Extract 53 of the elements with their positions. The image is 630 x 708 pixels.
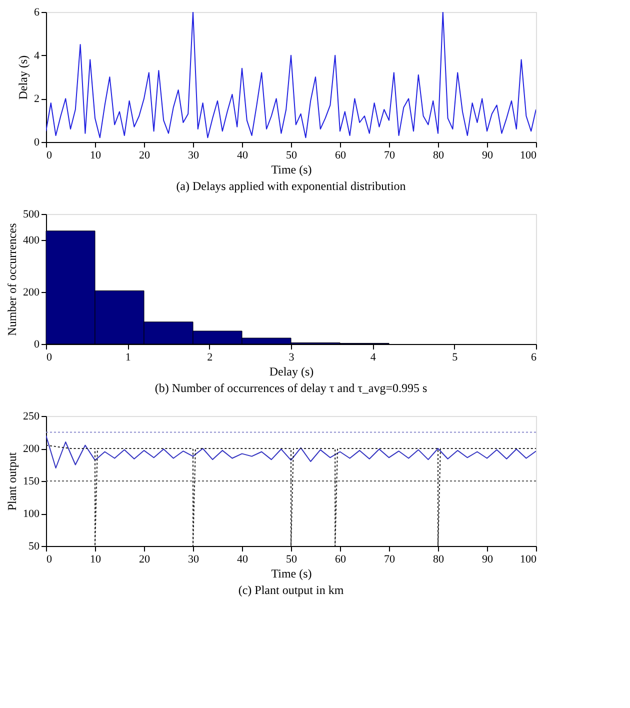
y-tick-label: 0 [34,136,40,148]
x-tick-label: 70 [384,150,396,162]
line-series [46,12,536,138]
x-tick-label: 20 [139,150,150,162]
y-tick-label: 2 [34,93,40,106]
text: (a) Delays applied with exponential distribution [176,179,406,193]
x-tick-label: 50 [286,554,298,566]
x-axis-title: Time (s) [271,566,312,580]
y-tick-label: 200 [23,286,40,298]
x-tick-label: 100 [520,554,537,566]
x-tick-label: 40 [237,150,248,162]
y-tick-label: 200 [23,443,40,455]
x-tick-label: 60 [335,554,346,566]
x-tick-label: 2 [207,352,213,364]
y-tick-label: 100 [23,508,40,520]
x-tick-label: 90 [482,150,494,162]
x-tick-label: 90 [482,554,494,566]
x-tick-label: 30 [188,554,200,566]
x-tick-label: 0 [46,352,52,364]
y-axis-title: Delay (s) [16,55,30,100]
x-tick-label: 10 [90,150,102,162]
y-tick-label: 500 [23,208,40,220]
x-axis-title: Delay (s) [269,364,314,378]
x-tick-label: 70 [384,554,396,566]
x-tick-label: 4 [370,352,376,364]
x-tick-label: 50 [286,150,298,162]
x-tick-label: 30 [188,150,200,162]
x-tick-label: 3 [288,352,295,364]
x-tick-label: 80 [433,150,444,162]
y-axis-title: Number of occurrences [5,222,19,336]
x-tick-label: 10 [90,554,102,566]
y-tick-label: 6 [34,6,40,18]
y-tick-label: 400 [23,234,40,246]
y-tick-label: 150 [23,476,40,488]
y-tick-label: 250 [23,410,40,422]
x-tick-label: 6 [531,352,537,364]
x-tick-label: 0 [46,554,52,566]
x-axis-title: Time (s) [271,162,312,176]
y-axis-title: Plant output [5,452,19,511]
line-series [46,435,536,468]
text: (c) Plant output in km [238,583,344,597]
y-tick-label: 50 [28,540,40,552]
x-tick-label: 40 [237,554,248,566]
x-tick-label: 80 [433,554,444,566]
x-tick-label: 5 [452,352,458,364]
x-tick-label: 1 [125,352,131,364]
y-tick-label: 4 [34,50,40,62]
y-tick-label: 0 [34,338,40,350]
text: (b) Number of occurrences of delay τ and τ_avg=0.995 s [154,381,428,395]
x-tick-label: 20 [139,554,150,566]
x-tick-label: 100 [520,150,537,162]
x-tick-label: 0 [46,150,52,162]
x-tick-label: 60 [335,150,346,162]
